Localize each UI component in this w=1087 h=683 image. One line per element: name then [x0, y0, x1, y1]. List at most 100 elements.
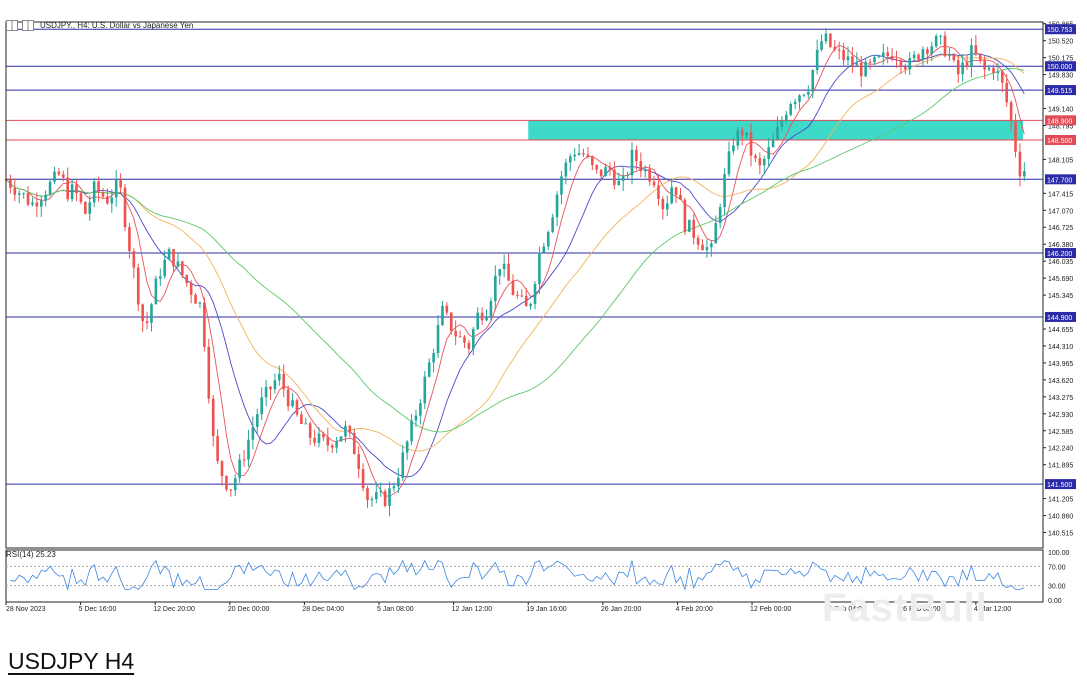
candle-body	[225, 476, 228, 490]
candle-body	[300, 414, 303, 424]
candle-body	[864, 61, 867, 77]
candle-body	[771, 139, 775, 148]
candle-body	[242, 459, 246, 461]
candle-body	[727, 151, 731, 175]
rsi-label: RSI(14) 25.23	[6, 550, 56, 559]
candle-body	[573, 154, 576, 157]
candle-body	[53, 171, 56, 182]
candle-body	[39, 200, 43, 207]
candle-body	[84, 202, 87, 214]
candle-body	[101, 192, 105, 197]
candle-body	[749, 132, 753, 156]
candle-body	[480, 312, 484, 321]
candle-body	[767, 147, 770, 160]
time-tick-label: 20 Dec 00:00	[228, 606, 270, 613]
candle-body	[449, 312, 453, 331]
candle-body	[873, 57, 876, 63]
candle-body	[917, 54, 920, 60]
price-tick-label: 140.860	[1048, 514, 1073, 521]
candle-body	[436, 325, 440, 354]
candle-body	[9, 179, 12, 188]
candle-body	[176, 261, 180, 267]
candle-body	[538, 252, 541, 284]
symbol-header: USDJPY., H4: U.S. Dollar vs Japanese Yen	[6, 20, 193, 31]
candle-body	[366, 488, 369, 501]
candle-body	[119, 180, 122, 188]
candle-body	[352, 432, 356, 455]
level-tag	[1045, 134, 1076, 145]
candle-body	[211, 398, 215, 437]
candle-body	[17, 193, 21, 195]
candle-body	[652, 181, 656, 186]
candle-body	[551, 217, 554, 233]
candle-body	[868, 61, 872, 63]
candle-body	[520, 295, 524, 297]
candle-body	[463, 336, 466, 343]
candle-body	[710, 243, 713, 248]
candle-body	[824, 33, 828, 42]
candle-body	[930, 46, 934, 54]
price-tick-label: 149.830	[1048, 73, 1073, 80]
candle-body	[423, 376, 427, 404]
candle-body	[432, 353, 435, 363]
candle-body	[780, 120, 784, 127]
rsi-tick-label: 30.00	[1048, 584, 1066, 591]
candle-body	[560, 176, 563, 195]
ma-long-line	[5, 68, 1025, 433]
candle-body	[784, 114, 788, 121]
candle-body	[983, 59, 986, 70]
time-tick-label: 4 Feb 20:00	[675, 606, 712, 613]
price-tick-label: 140.515	[1048, 531, 1073, 538]
candle-body	[948, 54, 951, 57]
price-chart[interactable]: 150.865150.520150.175149.830149.140148.7…	[0, 0, 1087, 620]
candle-body	[247, 439, 250, 460]
candle-body	[688, 219, 691, 232]
price-tick-label: 149.140	[1048, 107, 1073, 114]
level-tag-label: 141.500	[1047, 482, 1072, 489]
rsi-panel-frame	[5, 549, 1044, 603]
candle-body	[31, 202, 34, 205]
candle-body	[965, 62, 969, 67]
candle-body	[807, 91, 810, 95]
candle-body	[811, 70, 815, 92]
candle-body	[793, 101, 797, 105]
candle-body	[88, 202, 92, 214]
level-tag	[1045, 85, 1076, 96]
candle-body	[758, 158, 762, 166]
price-tick-label: 148.795	[1048, 123, 1073, 130]
candle-body	[185, 275, 189, 284]
candle-body	[745, 132, 748, 136]
candle-body	[802, 94, 806, 96]
candle-body	[961, 62, 964, 75]
candle-body	[635, 149, 638, 162]
candle-body	[820, 41, 823, 50]
candle-body	[392, 486, 396, 489]
candle-body	[899, 60, 903, 68]
level-tag-label: 146.200	[1047, 251, 1072, 258]
candle-body	[657, 185, 660, 200]
time-tick-label: 5 Jan 08:00	[377, 606, 414, 613]
price-tick-label: 144.310	[1048, 344, 1073, 351]
candle-body	[595, 165, 599, 170]
candle-body	[956, 60, 960, 75]
candle-body	[220, 461, 224, 477]
candle-body	[44, 194, 47, 201]
candle-body	[427, 362, 431, 377]
candle-body	[295, 400, 299, 415]
candle-body	[410, 420, 413, 442]
candle-body	[507, 263, 510, 281]
candle-body	[555, 194, 559, 218]
time-tick-label: 12 Jan 12:00	[452, 606, 493, 613]
candle-body	[57, 171, 61, 175]
chart-grid-icon[interactable]	[6, 20, 18, 31]
time-tick-label: 12 Feb 00:00	[750, 606, 791, 613]
candle-body	[679, 194, 682, 200]
candle-body	[260, 397, 263, 415]
candle-body	[454, 330, 457, 337]
candle-body	[701, 244, 704, 251]
candle-body	[582, 153, 585, 155]
candle-body	[264, 386, 268, 398]
candle-body	[815, 49, 819, 71]
candle-body	[533, 283, 537, 304]
chart-grid-icon[interactable]	[22, 20, 34, 31]
